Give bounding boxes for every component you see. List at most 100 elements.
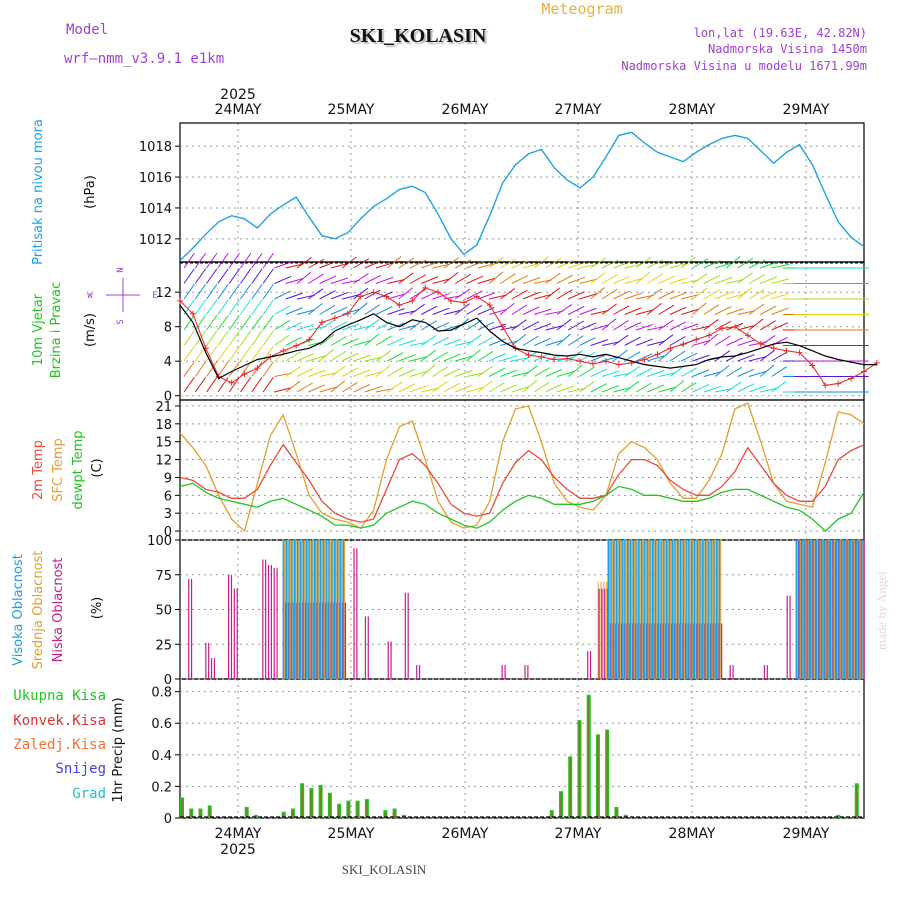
cloud-bar-mid (664, 540, 666, 679)
precip-bar-total (318, 784, 323, 818)
wind-barb (726, 337, 743, 346)
precip-bar-conv (356, 802, 359, 818)
wind-barb (409, 385, 428, 393)
wind-gust-marker (370, 289, 377, 296)
cloud-bar-mid (845, 540, 847, 679)
wind-barb (522, 350, 539, 362)
cloud-bar-high (288, 540, 290, 679)
cloud-bar-mid (295, 540, 297, 679)
wind-barb (635, 271, 651, 284)
cloud-bar-high (333, 540, 336, 679)
cloud-bar-high (671, 540, 673, 679)
wind-barb (601, 318, 617, 331)
wind-barb (477, 351, 494, 362)
cloud-bar-high (826, 540, 829, 679)
cloud-bar-high (651, 540, 654, 679)
wind-gust-marker (460, 299, 467, 306)
precip-bar-total (392, 808, 397, 818)
cloud-bar-mid (344, 540, 346, 679)
precip-bar-total (836, 814, 841, 818)
wind-gust-marker (435, 289, 442, 296)
day-label-bottom: 26MAY (442, 826, 489, 842)
wind-barb (737, 287, 753, 300)
wind-barb (206, 361, 218, 377)
cloud-bar-low (390, 641, 392, 679)
wind-barb (353, 340, 371, 346)
wind-gust-marker (396, 302, 403, 309)
wind-barb (726, 308, 744, 315)
wind-barb (206, 314, 218, 331)
wind-gust-marker (873, 359, 880, 366)
wind-barb (669, 262, 688, 269)
cloud-bar-high (331, 540, 333, 679)
cloud-bar-mid (332, 540, 334, 679)
footer-station: SKI_KOLASIN (342, 862, 427, 877)
wind-barb (635, 294, 654, 300)
wind-barb (296, 353, 314, 362)
wind-barb (703, 289, 720, 300)
wind-barb (240, 376, 252, 393)
wind-barb (613, 334, 629, 346)
wind-barb (748, 370, 767, 377)
cloud-bar-mid (672, 540, 674, 679)
wind-barb (375, 350, 392, 362)
cloud-bar-low (213, 658, 215, 679)
wind-barb (624, 321, 642, 331)
wind-barb (251, 283, 263, 300)
wind-barb (206, 268, 218, 284)
cloud-bar-mid (306, 540, 308, 679)
cloud-bar-high (660, 540, 662, 679)
wind-barb (748, 318, 764, 331)
wind-barb (500, 325, 519, 331)
cloud-bar-low (404, 592, 406, 679)
compass-e: E (152, 291, 157, 301)
wind-barb (251, 299, 263, 315)
precip-bar-conv (578, 722, 581, 818)
cloud-bar-high (646, 540, 648, 679)
wind-barb (217, 283, 229, 300)
wind-barb (511, 260, 529, 269)
cloud-bar-mid (661, 540, 663, 679)
y-tick-label: 21 (155, 400, 172, 415)
wind-barb (511, 304, 528, 315)
wind-gust-marker (757, 340, 764, 347)
cloud-bar-high (798, 540, 801, 679)
wind-barb (319, 260, 337, 269)
wind-barb (217, 252, 229, 269)
temp-label-sfc: SFC Temp (51, 438, 66, 502)
wind-barb (500, 369, 518, 377)
wind-barb (771, 307, 789, 315)
wind-barb (466, 319, 482, 331)
precip-bar-total (854, 783, 859, 818)
wind-barb (296, 294, 315, 300)
cloud-bar-mid (309, 540, 311, 679)
wind-barb (330, 262, 349, 269)
y-tick-label: 0.8 (151, 686, 172, 701)
precip-bar-conv (365, 801, 368, 818)
wind-barb (511, 371, 530, 377)
wind-barb (341, 352, 359, 362)
wind-barb (387, 256, 402, 269)
wind-barb (330, 336, 347, 346)
cloud-bar-high (838, 540, 840, 679)
wind-gust-marker (564, 355, 571, 362)
precip-bar-conv (190, 810, 193, 818)
wind-barb (703, 274, 721, 284)
wind-barb (432, 263, 451, 269)
wind-barb (533, 256, 549, 269)
y-tick-label: 0.4 (151, 749, 172, 764)
precip-bar-conv (291, 810, 294, 818)
cloud-bar-mid (706, 540, 708, 679)
cloud-bar-high (649, 540, 651, 679)
wind-barb (522, 365, 538, 377)
wind-barb (726, 293, 744, 300)
y-tick-label: 1012 (139, 233, 172, 248)
cloud-bar-mid (659, 540, 661, 679)
cloud-bar-mid (817, 540, 819, 679)
wind-barb (522, 277, 541, 284)
precip-bar-total (337, 803, 342, 818)
precip-bar-conv (559, 793, 562, 818)
wind-barb (443, 324, 462, 331)
cloud-bar-mid (717, 540, 719, 679)
precip-bar-conv (596, 736, 599, 818)
